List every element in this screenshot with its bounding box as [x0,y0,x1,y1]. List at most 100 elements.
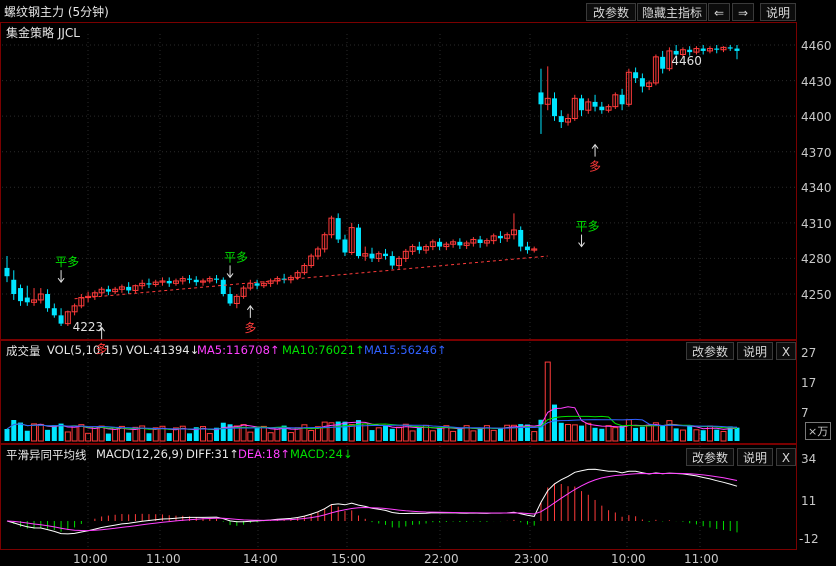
signal-arrow [226,273,234,279]
candle-body [308,255,315,267]
candle-body [362,253,369,257]
volume-bar [139,425,146,442]
candle-body [625,71,632,105]
candle-body [565,118,572,123]
price-tick: 4310 [801,217,832,231]
candle-body [139,282,146,287]
volume-bar [565,423,572,442]
candle-body [457,241,463,246]
hide-main-indicator-button[interactable]: 隐藏主指标 [637,3,707,21]
candle-body [294,272,301,278]
time-tick: 10:00 [73,552,108,566]
candle-body [78,297,85,307]
macd-edit-params-button[interactable]: 改参数 [686,448,734,466]
volume-bar [416,427,422,441]
volume-bar [524,424,530,441]
macd-tick: 34 [801,452,817,466]
arrow-right-icon[interactable]: ⇒ [732,3,754,21]
volume-ma5: MA5:116708↑ [197,343,280,357]
price-tick: 4370 [801,146,832,160]
volume-bar [579,425,585,441]
candle-body [214,278,220,280]
candle-body [369,253,375,259]
macd-panel [0,444,797,550]
volume-axis: 27 17 7 ×万 [797,340,836,444]
high-price-label: 4460 [671,54,702,68]
candle-body [64,311,71,325]
candle-body [706,48,713,52]
candle-body [314,248,321,257]
signal-arrow [246,305,254,311]
volume-bar [652,422,659,442]
volume-bar [18,422,24,441]
macd-close-button[interactable]: X [776,448,796,466]
edit-params-button[interactable]: 改参数 [586,3,636,21]
candle-body [437,241,443,247]
volume-bar [558,422,564,441]
volume-bar [24,430,30,441]
arrow-left-icon[interactable]: ⇐ [708,3,730,21]
volume-close-button[interactable]: X [776,342,796,360]
candle-body [666,50,673,70]
volume-bar [126,432,132,441]
volume-bar [214,427,220,441]
candle-body [146,283,152,285]
volume-bar [233,425,240,442]
volume-bar [187,433,192,441]
candle-body [470,238,477,244]
price-tick: 4250 [801,288,832,302]
candle-body [538,92,544,105]
volume-bar [281,425,287,441]
volume-bar [585,422,592,442]
volume-bar [443,425,450,442]
volume-help-button[interactable]: 说明 [737,342,773,360]
candle-body [45,294,51,309]
volume-bar [64,431,71,442]
candle-body [58,315,64,324]
low-price-label: 4223 [73,320,104,334]
volume-bar [166,433,172,441]
volume-bar [4,429,10,441]
volume-bar [700,430,706,441]
volume-bar [666,420,673,442]
volume-bar [633,427,639,441]
macd-help-button[interactable]: 说明 [737,448,773,466]
signal-arrow [578,242,585,248]
volume-bar [152,427,159,442]
volume-bar [504,424,511,442]
volume-edit-params-button[interactable]: 改参数 [686,342,734,360]
volume-bar [321,421,328,442]
volume-params: VOL(5,10,15) [47,343,123,357]
candle-body [267,280,274,284]
volume-bar [355,420,361,441]
candle-body [126,286,132,291]
candle-body [105,289,111,292]
candle-body [585,101,592,111]
volume-bar [720,430,727,442]
volume-bar [389,428,395,441]
signal-arrow [57,277,65,283]
candle-body [531,248,538,251]
time-tick: 23:00 [514,552,549,566]
candle-body [355,227,361,257]
macd-diff: DIFF:31↑ [186,447,239,461]
time-tick: 11:00 [146,552,181,566]
volume-tick: 7 [801,406,809,420]
volume-bar [646,424,653,442]
volume-bar [734,427,740,441]
help-button[interactable]: 说明 [760,3,796,21]
candle-body [490,235,497,242]
volume-bar [571,424,578,442]
trend-line [74,255,548,300]
macd-dea-line [6,472,738,532]
candle-body [477,239,483,244]
price-tick: 4340 [801,181,832,195]
candle-body [335,218,341,240]
macd-axis: 34 11 -12 [797,444,836,550]
volume-bar [619,425,625,441]
time-tick: 14:00 [243,552,278,566]
signal-close-long: 平多 [224,250,248,264]
candle-body [328,217,335,236]
candle-body [166,280,172,284]
